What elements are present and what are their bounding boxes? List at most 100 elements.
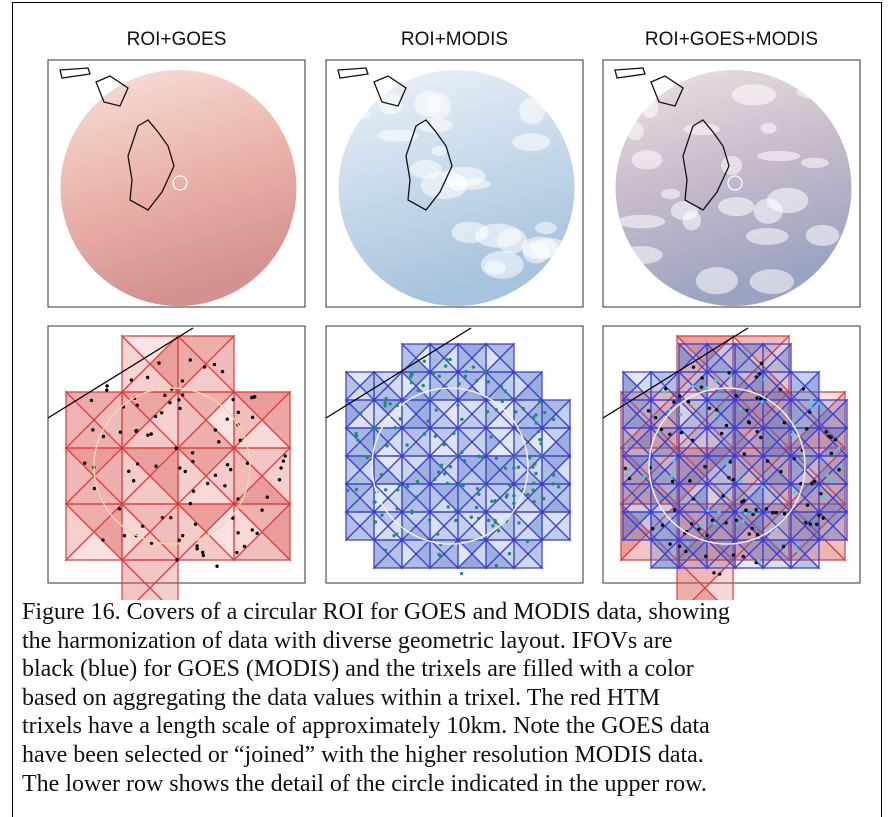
ifov xyxy=(688,479,691,482)
ifov xyxy=(452,432,455,435)
ifov xyxy=(552,473,555,476)
cloud xyxy=(627,122,644,140)
ifov xyxy=(747,420,750,423)
ifov xyxy=(713,522,716,525)
ifov xyxy=(260,508,263,511)
ifov xyxy=(796,543,799,546)
ifov xyxy=(417,389,420,392)
cloud xyxy=(806,225,840,246)
ifov xyxy=(201,551,204,554)
ifov xyxy=(236,497,239,500)
ifov xyxy=(119,430,122,433)
ifov xyxy=(455,454,458,457)
ifov xyxy=(423,359,426,362)
caption-line: the harmonization of data with diverse g… xyxy=(22,627,882,656)
ifov xyxy=(191,460,194,463)
ifov xyxy=(512,466,515,469)
ifov xyxy=(720,432,723,435)
ifov xyxy=(512,502,515,505)
ifov xyxy=(399,417,402,420)
cloud xyxy=(721,156,742,175)
ifov xyxy=(214,474,217,477)
ifov xyxy=(708,406,711,409)
ifov xyxy=(203,365,206,368)
ifov xyxy=(202,554,205,557)
ifov xyxy=(678,545,681,548)
ifov xyxy=(136,404,139,407)
ifov xyxy=(181,393,184,396)
cloud xyxy=(415,91,442,117)
ifov xyxy=(436,532,439,535)
ifov xyxy=(522,407,525,410)
ifov xyxy=(744,508,747,511)
ifov xyxy=(532,489,535,492)
ifov xyxy=(757,372,760,375)
ifov xyxy=(215,564,218,567)
ifov xyxy=(508,483,511,486)
ifov xyxy=(672,400,675,403)
ifov xyxy=(102,435,105,438)
ifov xyxy=(410,511,413,514)
ifov xyxy=(759,397,762,400)
ifov xyxy=(356,438,359,441)
ifov xyxy=(782,545,785,548)
ifov xyxy=(495,456,498,459)
ifov xyxy=(394,426,397,429)
cloud xyxy=(631,150,662,169)
ifov xyxy=(532,416,535,419)
ifov xyxy=(213,363,216,366)
ifov xyxy=(132,479,135,482)
ifov xyxy=(346,489,349,492)
ifov xyxy=(538,400,541,403)
ifov xyxy=(748,532,751,535)
ifov xyxy=(810,482,813,485)
ifov xyxy=(705,534,708,537)
ifov xyxy=(460,451,463,454)
ifov xyxy=(189,358,192,361)
ifov xyxy=(266,495,269,498)
cloud xyxy=(696,267,738,294)
caption: Figure 16. Covers of a circular ROI for … xyxy=(22,598,882,798)
ifov xyxy=(460,418,463,421)
ifov xyxy=(793,491,796,494)
ifov xyxy=(686,542,689,545)
ifov xyxy=(727,476,730,479)
ifov xyxy=(355,488,358,491)
ifov xyxy=(756,430,759,433)
ifov xyxy=(168,401,171,404)
ifov xyxy=(725,462,728,465)
ifov xyxy=(538,438,541,441)
caption-line: based on aggregating the data values wit… xyxy=(22,684,882,713)
ifov xyxy=(475,379,478,382)
ifov xyxy=(532,500,535,503)
cloud xyxy=(641,98,658,118)
ifov xyxy=(135,429,138,432)
ifov xyxy=(236,531,239,534)
ifov xyxy=(396,507,399,510)
ifov xyxy=(380,514,383,517)
ifov xyxy=(392,534,395,537)
ifov xyxy=(494,521,497,524)
ifov xyxy=(715,408,718,411)
ifov xyxy=(237,411,240,414)
ifov xyxy=(154,415,157,418)
ifov xyxy=(743,452,746,455)
ifov xyxy=(735,394,738,397)
ifov xyxy=(834,438,837,441)
cloud xyxy=(732,84,777,105)
ifov xyxy=(178,407,181,410)
ifov xyxy=(810,399,813,402)
ifov xyxy=(178,466,181,469)
ifov xyxy=(501,400,504,403)
ifov xyxy=(226,463,229,466)
ifov xyxy=(443,472,446,475)
ifov xyxy=(691,385,694,388)
ifov xyxy=(721,494,724,497)
ifov xyxy=(684,550,687,553)
ifov xyxy=(668,433,671,436)
ifov xyxy=(444,364,447,367)
ifov xyxy=(760,362,763,365)
page: ROI+GOESROI+MODISROI+GOES+MODIS Figure 1… xyxy=(0,0,896,817)
ifov xyxy=(763,378,766,381)
ifov xyxy=(127,470,130,473)
